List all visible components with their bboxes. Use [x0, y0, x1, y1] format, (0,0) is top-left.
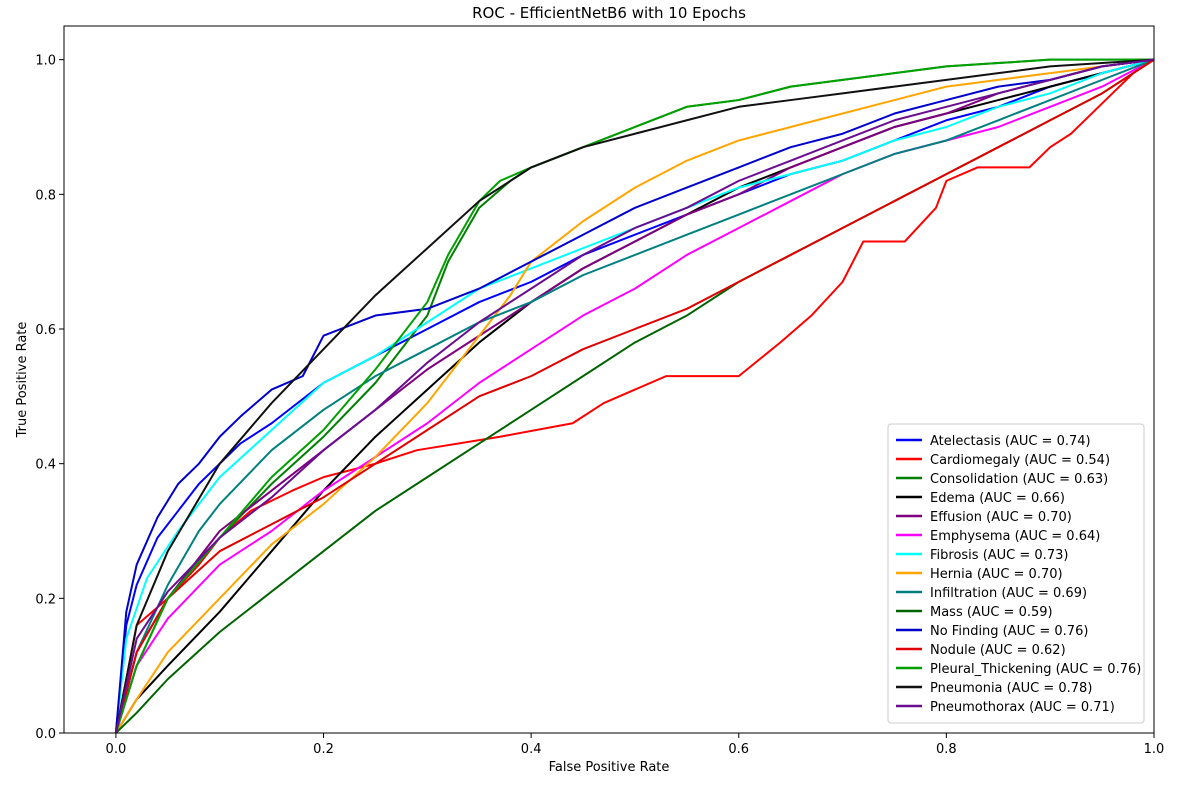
y-tick-label: 0.0: [35, 727, 56, 742]
legend-entry-label: Infiltration (AUC = 0.69): [930, 586, 1087, 601]
x-tick-label: 0.6: [728, 742, 749, 757]
x-axis-title: False Positive Rate: [549, 760, 670, 775]
series-line-6: [114, 58, 1154, 733]
legend-entry-label: Pneumonia (AUC = 0.78): [930, 681, 1092, 696]
axes-frame: [63, 25, 1155, 734]
x-tick-label: 0.0: [106, 742, 127, 757]
legend-box: [887, 423, 1145, 724]
legend-entry-label: Emphysema (AUC = 0.64): [930, 529, 1100, 544]
legend-entry-label: Edema (AUC = 0.66): [930, 491, 1065, 506]
series-line-4: [114, 58, 1154, 733]
plot-area: [63, 25, 1155, 734]
x-tick-label: 0.2: [313, 742, 334, 757]
legend-entry-label: No Finding (AUC = 0.76): [930, 624, 1088, 639]
y-tick-label: 0.4: [35, 458, 56, 473]
series-line-10: [114, 58, 1154, 733]
series-line-0: [114, 58, 1154, 733]
series-line-14: [114, 58, 1154, 733]
legend-entry-label: Hernia (AUC = 0.70): [930, 567, 1063, 582]
legend-entry-label: Pleural_Thickening (AUC = 0.76): [930, 662, 1141, 677]
legend-entry-label: Atelectasis (AUC = 0.74): [930, 434, 1091, 449]
legend: Atelectasis (AUC = 0.74) Cardiomegaly (AU…: [887, 423, 1145, 724]
series-line-11: [114, 58, 1154, 733]
x-tick-label: 0.8: [936, 742, 957, 757]
legend-entry-label: Effusion (AUC = 0.70): [930, 510, 1072, 525]
y-axis-title: True Positive Rate: [15, 322, 30, 439]
series-line-13: [114, 58, 1154, 733]
legend-entry-label: Fibrosis (AUC = 0.73): [930, 548, 1068, 563]
y-tick-label: 0.8: [35, 188, 56, 203]
legend-entry-label: Mass (AUC = 0.59): [930, 605, 1053, 620]
series-line-8: [114, 58, 1154, 733]
legend-entry-label: Cardiomegaly (AUC = 0.54): [930, 453, 1110, 468]
x-tick-label: 1.0: [1144, 742, 1165, 757]
axis-ticks: 0.0 0.2 0.4 0.6 0.8 1.0 0.0 0.2 0.4 0.6 0.8 1.0: [35, 54, 1164, 757]
series-line-7: [115, 58, 1154, 733]
series-lines: [114, 58, 1154, 733]
y-tick-label: 0.6: [35, 323, 56, 338]
series-line-5: [114, 58, 1154, 733]
legend-entry-label: Consolidation (AUC = 0.63): [930, 472, 1108, 487]
y-tick-label: 0.2: [35, 592, 56, 607]
chart-title: ROC - EfficientNetB6 with 10 Epochs: [472, 4, 746, 22]
x-tick-label: 0.4: [521, 742, 542, 757]
legend-entry-label: Pneumothorax (AUC = 0.71): [930, 700, 1115, 715]
series-line-1: [114, 58, 1154, 733]
y-tick-label: 1.0: [35, 54, 56, 69]
legend-entry-label: Nodule (AUC = 0.62): [930, 643, 1066, 658]
